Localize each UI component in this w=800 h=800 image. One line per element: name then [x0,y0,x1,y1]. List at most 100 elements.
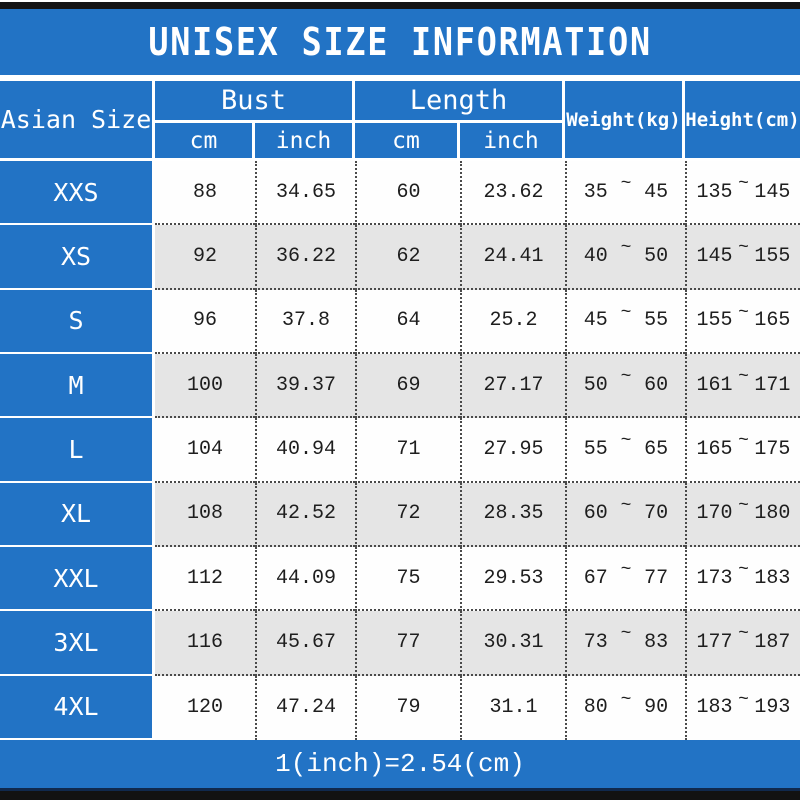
weight-min: 73 [583,630,608,654]
weight-min: 40 [583,244,608,268]
column-header-bust: Bust [155,81,355,123]
height-range: 170 ~ 180 [685,482,800,547]
length-inch-value: 28.35 [460,482,565,547]
tilde: ~ [738,560,749,581]
bust-inch-value: 34.65 [255,161,355,226]
weight-max: 55 [644,309,669,333]
column-header-height: Height(cm) [685,81,800,158]
height-min: 177 [696,630,733,654]
column-header-weight: Weight(kg) [565,81,685,158]
tilde: ~ [738,174,749,195]
column-header-length: Length [355,81,565,123]
length-inch-value: 31.1 [460,675,565,740]
top-black-bar [0,2,800,9]
height-max: 180 [754,502,791,526]
bust-cm-value: 120 [155,675,255,740]
length-inch-value: 24.41 [460,225,565,290]
tilde: ~ [620,174,632,195]
column-header-asian-size: Asian Size [0,81,155,158]
tilde: ~ [620,689,632,710]
bust-cm-value: 112 [155,547,255,612]
weight-max: 65 [644,437,669,461]
weight-range: 80 ~ 90 [565,675,685,740]
weight-min: 60 [583,502,608,526]
bust-inch-value: 44.09 [255,547,355,612]
height-range: 165 ~ 175 [685,418,800,483]
length-inch-value: 27.95 [460,418,565,483]
height-max: 171 [754,373,791,397]
bottom-black-bar [0,788,800,800]
height-min: 165 [696,437,733,461]
weight-range: 60 ~ 70 [565,482,685,547]
bust-inch-value: 45.67 [255,611,355,676]
conversion-note: 1(inch)=2.54(cm) [275,749,525,779]
bust-inch-value: 40.94 [255,418,355,483]
page-title: UNISEX SIZE INFORMATION [148,20,652,64]
tilde: ~ [620,431,632,452]
height-max: 193 [754,696,791,720]
length-cm-value: 69 [355,354,460,419]
length-inch-value: 30.31 [460,611,565,676]
weight-range: 50 ~ 60 [565,354,685,419]
top-white-strip [0,0,800,2]
weight-max: 60 [644,373,669,397]
length-cm-value: 77 [355,611,460,676]
length-inch-value: 29.53 [460,547,565,612]
length-inch-value: 23.62 [460,161,565,226]
weight-range: 40 ~ 50 [565,225,685,290]
length-cm-value: 64 [355,289,460,354]
tilde: ~ [620,367,632,388]
height-min: 170 [696,502,733,526]
height-max: 183 [754,566,791,590]
weight-range: 45 ~ 55 [565,289,685,354]
height-range: 135 ~ 145 [685,161,800,226]
weight-min: 50 [583,373,608,397]
subheader-bust-cm: cm [155,123,255,158]
length-cm-value: 60 [355,161,460,226]
tilde: ~ [738,238,749,259]
length-cm-value: 75 [355,547,460,612]
length-inch-value: 25.2 [460,289,565,354]
size-label: XXL [0,547,155,612]
weight-max: 50 [644,244,669,268]
bust-cm-value: 116 [155,611,255,676]
bust-cm-value: 92 [155,225,255,290]
tilde: ~ [738,624,749,645]
height-min: 183 [696,696,733,720]
weight-min: 67 [583,566,608,590]
height-range: 183 ~ 193 [685,675,800,740]
tilde: ~ [620,495,632,516]
size-label: M [0,354,155,419]
height-min: 155 [696,309,733,333]
height-min: 135 [696,180,733,204]
table-body: XXS 88 34.65 60 23.62 35 ~ 45 135 ~ 145 … [0,161,800,740]
tilde: ~ [620,302,632,323]
weight-max: 70 [644,502,669,526]
height-max: 187 [754,630,791,654]
bust-inch-value: 47.24 [255,675,355,740]
weight-min: 35 [583,180,608,204]
length-cm-value: 71 [355,418,460,483]
size-label: XXS [0,161,155,226]
bust-cm-value: 96 [155,289,255,354]
size-label: 4XL [0,675,155,740]
height-range: 177 ~ 187 [685,611,800,676]
tilde: ~ [738,302,749,323]
weight-max: 45 [644,180,669,204]
weight-max: 77 [644,566,669,590]
tilde: ~ [738,495,749,516]
height-range: 155 ~ 165 [685,289,800,354]
height-min: 173 [696,566,733,590]
weight-range: 35 ~ 45 [565,161,685,226]
height-min: 161 [696,373,733,397]
weight-max: 90 [644,696,669,720]
tilde: ~ [620,238,632,259]
tilde: ~ [738,689,749,710]
size-label: 3XL [0,611,155,676]
footer-bar: 1(inch)=2.54(cm) [0,740,800,788]
size-label: S [0,289,155,354]
size-label: XL [0,482,155,547]
bust-inch-value: 37.8 [255,289,355,354]
height-range: 173 ~ 183 [685,547,800,612]
weight-min: 45 [583,309,608,333]
